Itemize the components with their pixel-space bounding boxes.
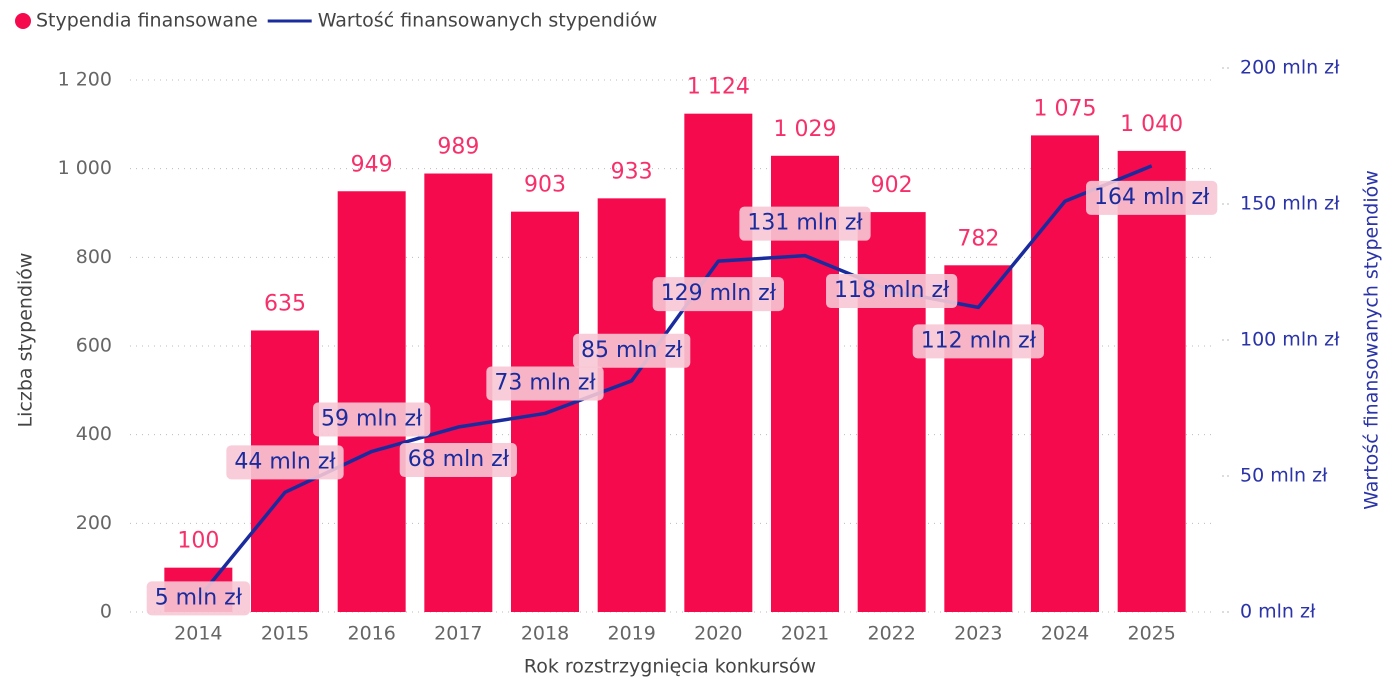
legend-label: Stypendia finansowane [36,10,258,32]
y2-tick-label: 0 mln zł [1240,601,1316,623]
y2-tick-label: 150 mln zł [1240,193,1340,215]
line-value-label: 85 mln zł [573,333,691,368]
x-tick-label: 2022 [867,623,915,645]
line-value-label-text: 44 mln zł [234,449,336,474]
x-tick-label: 2018 [521,623,569,645]
x-tick-label: 2019 [607,623,655,645]
label-box [573,333,691,368]
label-box [486,366,604,401]
line-value-label-text: 59 mln zł [321,407,423,432]
label-box [912,324,1044,359]
x-tick-label: 2016 [347,623,395,645]
x-tick-label: 2017 [434,623,482,645]
line-value-label: 59 mln zł [313,402,431,437]
y-tick-label: 1 200 [58,68,112,90]
line-value-label: 131 mln zł [739,206,871,241]
label-box [1086,180,1218,215]
line-value-label: 68 mln zł [399,443,517,478]
y2-tick-label: 50 mln zł [1240,465,1328,487]
line-value-label: 164 mln zł [1086,180,1218,215]
label-box [826,274,958,309]
bar [1117,150,1186,612]
bar [944,265,1013,612]
label-box [226,445,344,480]
bar-value-label: 989 [437,135,479,160]
label-box [313,402,431,437]
y-tick-label: 200 [76,512,112,534]
line-value-label-text: 131 mln zł [747,211,863,236]
y-tick-label: 400 [76,423,112,445]
bar-value-label: 1 075 [1034,96,1097,121]
label-box [146,581,250,616]
line-value-label-text: 129 mln zł [661,281,777,306]
y-tick-label: 1 000 [58,157,112,179]
bar-value-label: 782 [957,226,999,251]
bar-value-label: 100 [177,529,219,554]
x-tick-label: 2024 [1041,623,1089,645]
bar [684,113,753,612]
line-value-label-text: 164 mln zł [1094,185,1210,210]
legend: Stypendia finansowane Wartość finansowany… [15,10,657,32]
y-tick-label: 0 [100,601,112,623]
bar [337,191,406,612]
bar-value-label: 933 [611,159,653,184]
label-box [652,277,784,312]
bar-value-label: 949 [351,152,393,177]
legend-marker [15,13,31,29]
x-tick-label: 2025 [1127,623,1175,645]
line-value-label-text: 118 mln zł [834,278,950,303]
bar-value-label: 902 [871,173,913,198]
label-box [399,443,517,478]
bar-value-label: 1 029 [774,117,837,142]
x-tick-label: 2014 [174,623,222,645]
line-value-label-text: 112 mln zł [921,328,1037,353]
x-tick-label: 2023 [954,623,1002,645]
y2-tick-label: 100 mln zł [1240,329,1340,351]
bar [424,173,493,612]
bar [1031,135,1099,612]
bar-value-label: 903 [524,173,566,198]
y2-tick-label: 200 mln zł [1240,57,1340,79]
y-axis-title: Liczba stypendiów [15,253,37,428]
line-value-label: 44 mln zł [226,445,344,480]
legend-label: Wartość finansowanych stypendiów [318,10,658,32]
line [196,164,1153,600]
bar-value-label: 635 [264,291,306,316]
y2-axis-title: Wartość finansowanych stypendiów [1361,170,1383,510]
x-tick-label: 2015 [261,623,309,645]
line-value-label: 118 mln zł [826,274,958,309]
label-box [739,206,871,241]
line-value-label: 129 mln zł [652,277,784,312]
line-value-label: 112 mln zł [912,324,1044,359]
bar [597,198,666,613]
bar-value-label: 1 124 [687,75,750,100]
bar [857,212,926,612]
line-value-label: 73 mln zł [486,366,604,401]
bar-value-label: 1 040 [1120,112,1183,137]
line-value-label-text: 85 mln zł [581,338,683,363]
x-axis-title: Rok rozstrzygnięcia konkursów [524,656,816,678]
line-value-label-text: 68 mln zł [408,447,510,472]
line-value-label-text: 73 mln zł [494,370,596,395]
x-tick-label: 2021 [781,623,829,645]
y-tick-label: 800 [76,246,112,268]
line-value-label-text: 5 mln zł [155,585,243,610]
y-tick-label: 600 [76,334,112,356]
line-value-label: 5 mln zł [146,581,250,616]
x-tick-label: 2020 [694,623,742,645]
